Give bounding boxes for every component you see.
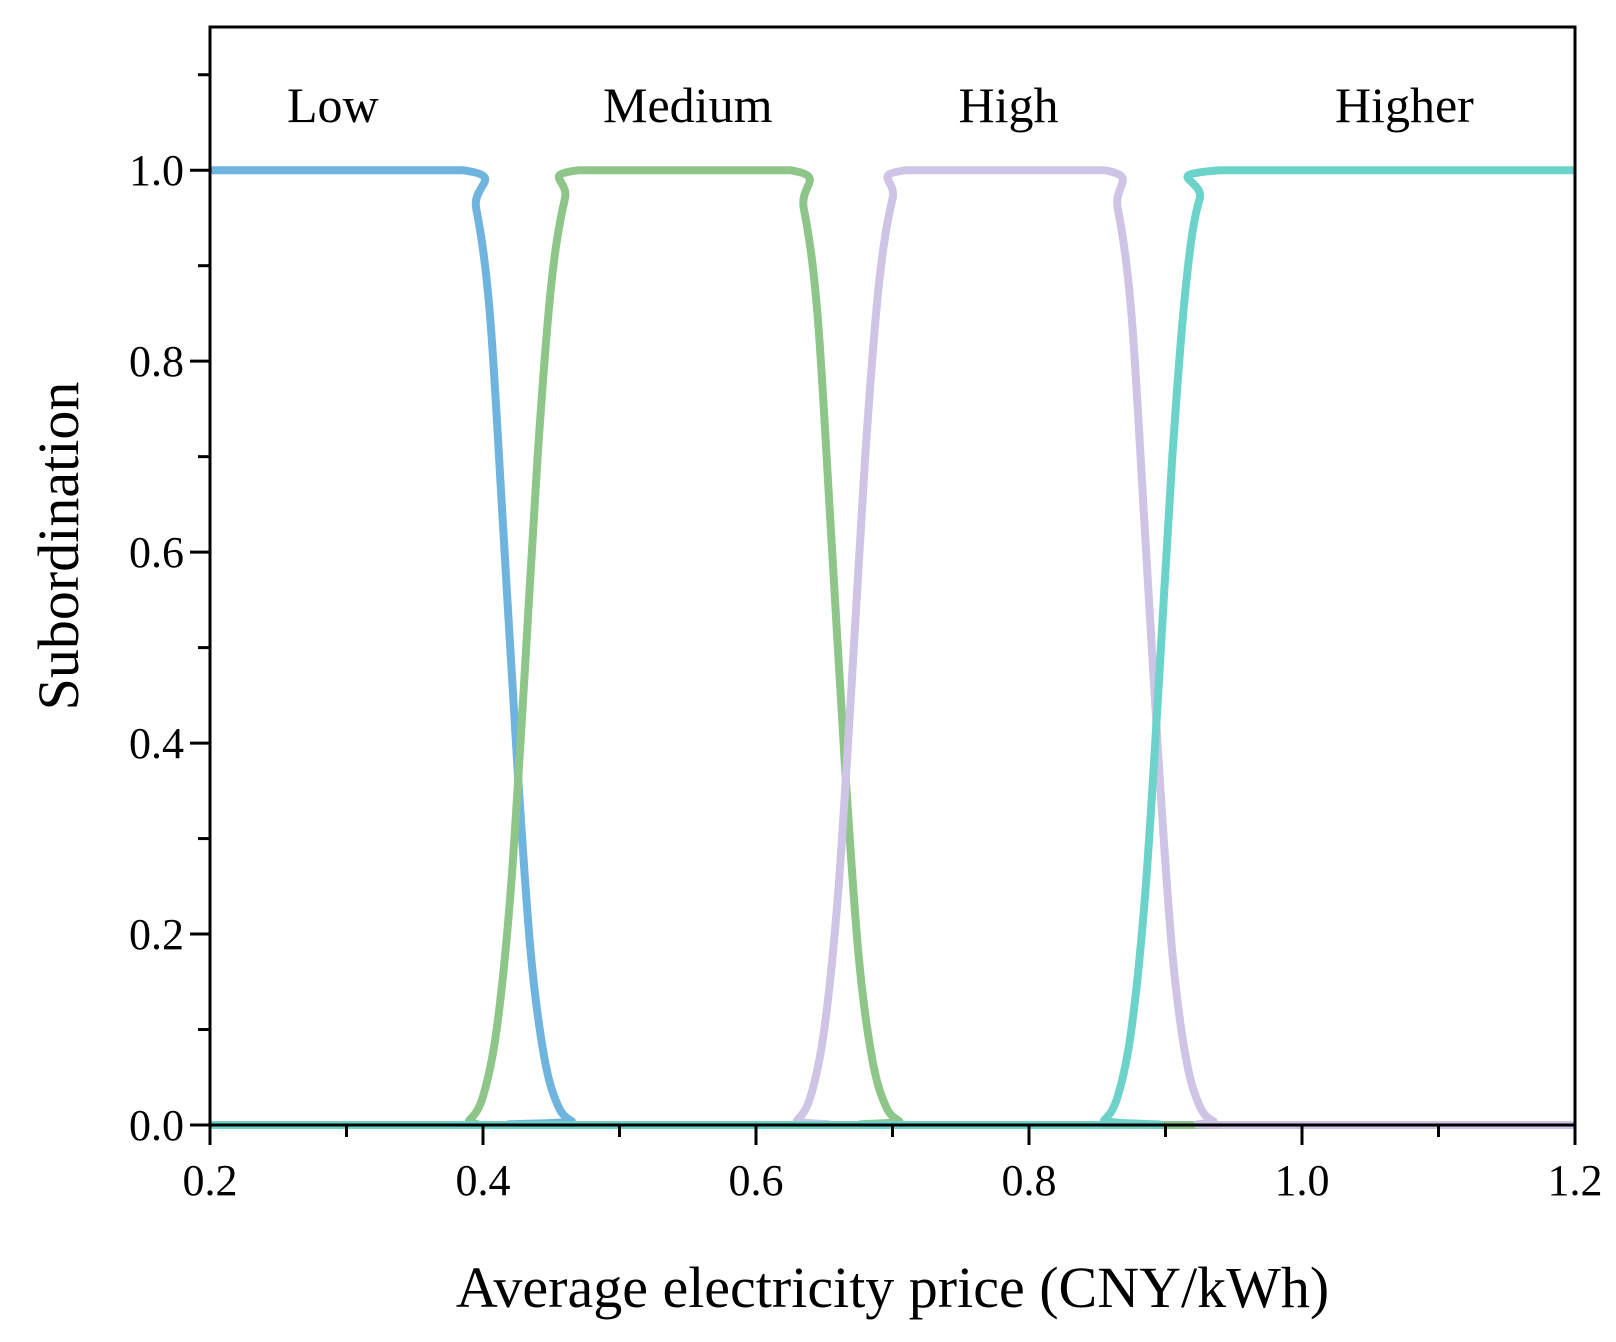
y-axis-ticks: 0.0 0.2 0.4 0.6 0.8 1.0 (129, 73, 210, 1150)
y-axis-title: Subordination (26, 382, 91, 711)
curve-low (210, 166, 1575, 1129)
y-tick-label: 0.8 (129, 337, 184, 386)
curve-higher (210, 166, 1575, 1130)
series-label-low: Low (287, 77, 379, 133)
curve-medium (210, 166, 1575, 1130)
series-label-medium: Medium (603, 77, 773, 133)
x-tick-label: 0.2 (183, 1156, 238, 1205)
y-tick-label: 0.6 (129, 528, 184, 577)
series-label-layer: Low Medium High Higher (287, 77, 1474, 133)
x-tick-label: 0.8 (1002, 1156, 1057, 1205)
x-tick-label: 0.6 (729, 1156, 784, 1205)
series-label-higher: Higher (1335, 77, 1474, 133)
y-tick-label: 0.4 (129, 719, 184, 768)
y-tick-label: 0.2 (129, 910, 184, 959)
x-tick-label: 1.0 (1275, 1156, 1330, 1205)
series-label-high: High (959, 77, 1059, 133)
y-tick-label: 0.0 (129, 1101, 184, 1150)
y-tick-label: 1.0 (129, 146, 184, 195)
x-axis-title: Average electricity price (CNY/kWh) (456, 1255, 1329, 1320)
x-tick-label: 1.2 (1548, 1156, 1603, 1205)
curve-high (210, 166, 1575, 1130)
x-tick-label: 0.4 (456, 1156, 511, 1205)
x-axis-ticks: 0.2 0.4 0.6 0.8 1.0 1.2 (183, 1125, 1603, 1205)
curve-layer (210, 166, 1575, 1130)
